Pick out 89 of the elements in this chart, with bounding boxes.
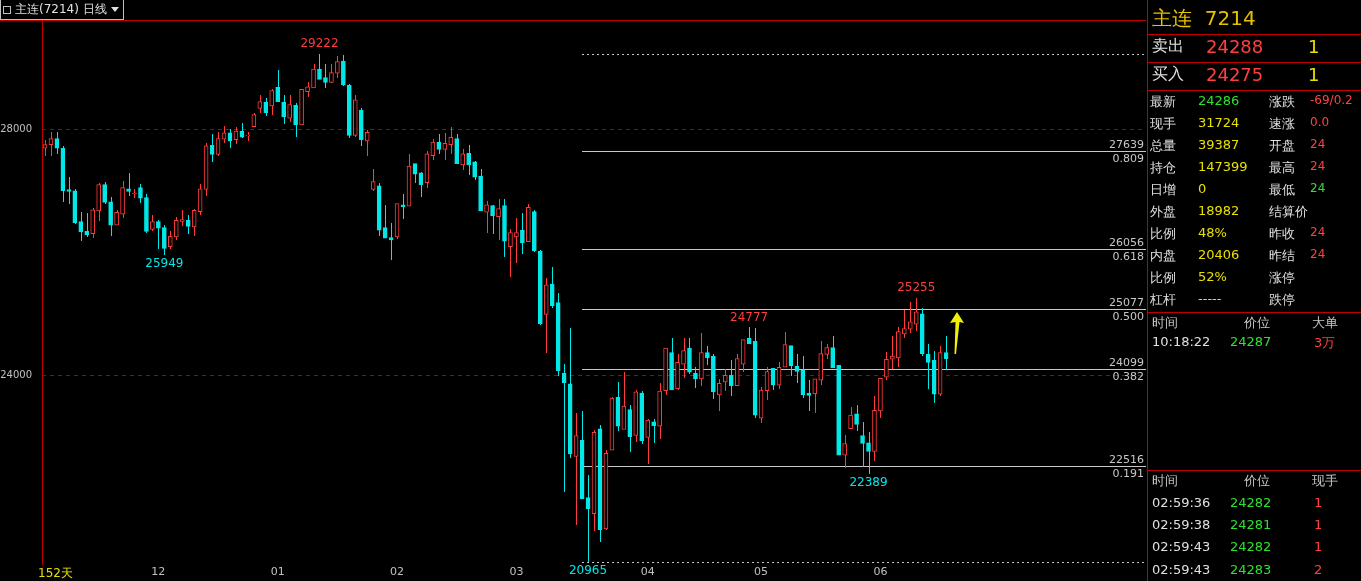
ref-line-label: 25077 0.500 [1109,295,1144,323]
text: 20406 [1198,247,1240,262]
text: 外盘 [1150,203,1176,221]
ref-line-label: 26056 0.618 [1109,235,1144,263]
text: 主连 7214 [1152,5,1256,32]
text: 大单 [1312,314,1338,332]
text: 现手 [1150,115,1176,133]
text: 3万 [1314,334,1336,352]
text: ----- [1198,291,1222,306]
text: 24275 [1206,64,1264,85]
text: 日增 [1150,181,1176,199]
text: 24 [1310,225,1326,239]
text: 1 [1314,539,1323,554]
text: 时间 [1152,314,1178,332]
text: 24 [1310,159,1326,173]
text: 开盘 [1269,137,1295,155]
text: 现手 [1312,472,1338,490]
annotation: 25949 [145,256,184,271]
text: 涨跌 [1269,93,1295,111]
text: 比例 [1150,269,1176,287]
text: 24 [1310,181,1326,195]
text: 24282 [1230,539,1272,554]
y-tick-label: 24000 [0,368,32,380]
text: 1 [1314,495,1323,510]
text: 18982 [1198,203,1240,218]
text: 昨收 [1269,225,1295,243]
text: 涨停 [1269,269,1295,287]
annotation: 20965 [568,562,608,577]
chart-title: 主连(7214) [15,1,79,18]
text: 价位 [1244,314,1270,332]
text: 2 [1314,562,1323,577]
text: 结算价 [1269,203,1308,221]
annotation: 25255 [897,280,936,295]
chart-subtitle: 日线 [82,1,107,18]
x-tick-label: 05 [754,565,769,579]
text: 内盘 [1150,247,1176,265]
x-tick-label: 02 [390,565,405,579]
text: 昨结 [1269,247,1295,265]
text: 02:59:36 [1152,495,1211,510]
text: 买入 [1152,64,1184,85]
ref-line-label: 24099 0.382 [1109,355,1144,383]
text: 最低 [1269,181,1295,199]
x-tick-label: 01 [270,565,285,579]
text: 跌停 [1269,291,1295,309]
x-tick-label: 12 [151,565,166,579]
text: 152天 [38,565,73,581]
text: 比例 [1150,225,1176,243]
text: 147399 [1198,159,1248,174]
text: 持仓 [1150,159,1176,177]
text: 24283 [1230,562,1272,577]
text: 24282 [1230,495,1272,510]
text: 52% [1198,269,1227,284]
text: 31724 [1198,115,1240,130]
text: 24281 [1230,517,1272,532]
text: 价位 [1244,472,1270,490]
text: 39387 [1198,137,1240,152]
text: 1 [1308,64,1320,85]
text: 卖出 [1152,36,1184,57]
annotation: 24777 [730,309,769,324]
text: 24286 [1198,93,1240,108]
text: 时间 [1152,472,1178,490]
text: 杠杆 [1150,291,1176,309]
text: 02:59:43 [1152,539,1211,554]
candlestick [400,194,406,219]
text: 24 [1310,137,1326,151]
text: 0.0 [1310,115,1330,129]
text: 0 [1198,181,1207,196]
x-tick-label: 04 [640,565,655,579]
x-tick-label: 06 [873,565,888,579]
text: 1 [1308,36,1320,57]
text: 02:59:38 [1152,517,1211,532]
annotation: 29222 [300,36,339,51]
y-tick-label: 28000 [0,122,32,134]
text: 24287 [1230,334,1272,349]
text: 总量 [1150,137,1176,155]
text: 最高 [1269,159,1295,177]
annotation: 22389 [849,475,888,490]
text: 02:59:43 [1152,562,1211,577]
x-tick-label: 03 [509,565,524,579]
text: 24288 [1206,36,1264,57]
text: 速涨 [1269,115,1295,133]
text: 48% [1198,225,1227,240]
text: 24 [1310,247,1326,261]
text: 最新 [1150,93,1176,111]
text: 10:18:22 [1152,334,1211,349]
ref-line-label: 22516 0.191 [1109,452,1144,480]
text: -69/0.2 [1310,93,1353,107]
text: 1 [1314,517,1323,532]
ref-line-label: 27639 0.809 [1109,137,1144,165]
